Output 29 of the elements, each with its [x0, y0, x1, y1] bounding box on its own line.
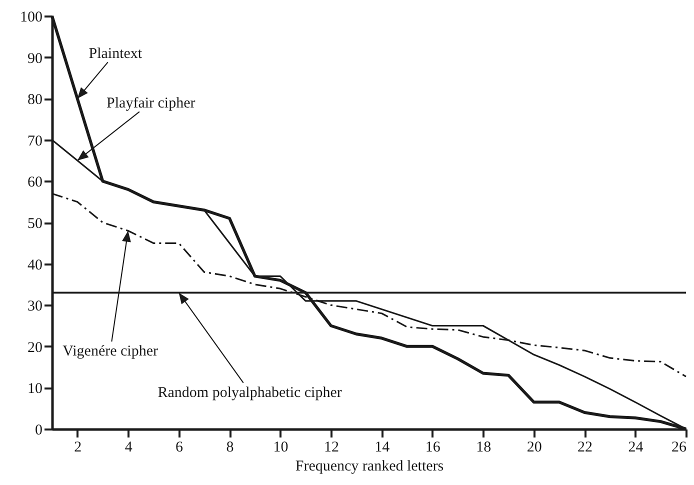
annotation: Plaintext [88, 46, 143, 62]
y-tick-label: 50 [28, 216, 42, 232]
y-tick-label: 20 [28, 340, 42, 356]
x-tick-label: 16 [425, 440, 441, 456]
y-tick-label: 40 [28, 257, 42, 274]
y-tick-label: 100 [20, 10, 42, 26]
x-tick-label: 12 [324, 440, 339, 456]
x-tick-label: 20 [526, 440, 542, 456]
y-tick-label: 10 [28, 381, 42, 398]
x-tick-label: 2 [74, 440, 82, 456]
annotation: Vigenére cipher [62, 344, 158, 360]
x-axis-title: Frequency ranked letters [295, 458, 444, 474]
x-tick-label: 6 [176, 440, 184, 456]
x-tick-label: 10 [273, 440, 288, 456]
x-tick-label: 26 [672, 440, 687, 456]
y-tick-label: 90 [28, 50, 42, 67]
y-tick-label: 70 [28, 133, 42, 150]
y-tick-label: 60 [28, 174, 42, 191]
x-tick-label: 4 [124, 440, 133, 456]
x-tick-label: 14 [374, 440, 390, 456]
y-tick-label: 80 [28, 92, 42, 108]
y-tick-label: 0 [35, 422, 42, 438]
x-tick-label: 22 [578, 440, 593, 456]
x-tick-label: 8 [226, 440, 234, 456]
x-tick-label: 18 [476, 440, 492, 456]
annotation: Random polyalphabetic cipher [158, 384, 342, 401]
y-tick-label: 30 [28, 298, 42, 315]
annotation: Playfair cipher [106, 96, 196, 112]
x-tick-label: 24 [628, 440, 644, 456]
